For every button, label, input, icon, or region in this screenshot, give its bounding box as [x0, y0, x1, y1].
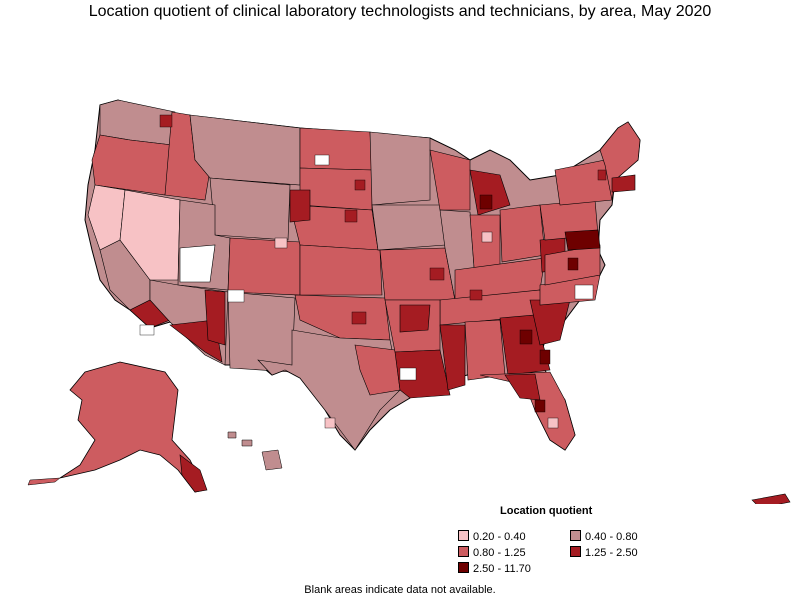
area-alabama	[464, 319, 506, 381]
area-blank-3	[399, 367, 417, 381]
area-mississippi	[439, 324, 466, 391]
legend-title: Location quotient	[500, 505, 593, 517]
area-high-5	[469, 289, 483, 301]
area-montana	[189, 114, 301, 186]
area-new-england	[599, 121, 641, 201]
area-high-7	[539, 349, 551, 365]
area-massachusetts	[611, 174, 636, 193]
area-high-6	[519, 329, 533, 345]
legend-swatch	[458, 546, 469, 557]
legend-label: 0.20 - 0.40	[473, 531, 526, 543]
area-hawaii-3	[261, 449, 283, 471]
legend-item-2-50-11-70: 2.50 - 11.70	[458, 562, 531, 576]
area-new-mexico	[227, 291, 296, 373]
area-colorado	[227, 237, 301, 296]
legend-swatch	[570, 530, 581, 541]
legend-swatch	[570, 546, 581, 557]
area-wyoming	[209, 177, 291, 241]
area-blank-2	[314, 154, 330, 166]
area-nevada	[119, 189, 181, 281]
legend-label: 0.80 - 1.25	[473, 547, 526, 559]
area-utah-blank	[179, 244, 216, 283]
area-kansas	[299, 244, 383, 296]
area-high-12	[597, 169, 607, 181]
area-high-4	[429, 267, 445, 281]
area-wisconsin	[429, 149, 471, 211]
area-blank-1	[227, 289, 245, 303]
area-blank-5	[574, 284, 594, 300]
area-puerto-rico	[751, 493, 791, 504]
area-louisiana	[394, 349, 451, 399]
area-new-york	[554, 159, 613, 206]
legend-label: 0.40 - 0.80	[585, 531, 638, 543]
area-ohio	[499, 204, 546, 263]
area-blank-4	[139, 324, 155, 336]
area-high-10	[351, 311, 367, 325]
area-hawaii-2	[241, 439, 253, 447]
area-nebraska-core	[289, 189, 311, 223]
legend-item-0-20-0-40: 0.20 - 0.40	[458, 530, 526, 544]
map-title: Location quotient of clinical laboratory…	[88, 3, 712, 20]
area-low-2	[324, 417, 336, 429]
legend-item-0-40-0-80: 0.40 - 0.80	[570, 530, 638, 544]
area-high-9	[534, 399, 546, 413]
area-iowa	[371, 204, 446, 251]
area-aleutian-islands	[27, 477, 61, 486]
area-high-11	[159, 114, 173, 128]
area-maryland	[564, 229, 601, 251]
area-high-2	[354, 179, 366, 191]
legend-item-1-25-2-50: 1.25 - 2.50	[570, 546, 638, 560]
area-low-3	[547, 417, 559, 429]
area-minnesota	[369, 131, 431, 206]
area-new-mexico-core	[204, 289, 226, 346]
area-texas-east	[354, 344, 401, 396]
area-oregon	[91, 134, 173, 196]
area-low-1	[274, 237, 288, 249]
legend-swatch	[458, 530, 469, 541]
area-north-dakota	[299, 127, 373, 171]
us-area-map	[0, 24, 800, 504]
legend-label: 1.25 - 2.50	[585, 547, 638, 559]
area-high-1	[344, 209, 358, 223]
area-hawaii-1	[227, 431, 237, 439]
area-arkansas-core	[399, 304, 431, 333]
legend-swatch	[458, 562, 469, 573]
legend-label: 2.50 - 11.70	[473, 563, 531, 575]
area-alaska-southeast	[179, 454, 208, 493]
footnote: Blank areas indicate data not available.	[304, 584, 496, 596]
area-alaska	[59, 361, 206, 493]
area-florida-panhandle	[504, 373, 541, 401]
area-low-4	[481, 231, 493, 243]
area-high-3	[479, 194, 493, 210]
area-high-8	[567, 257, 579, 271]
legend-item-0-80-1-25: 0.80 - 1.25	[458, 546, 526, 560]
